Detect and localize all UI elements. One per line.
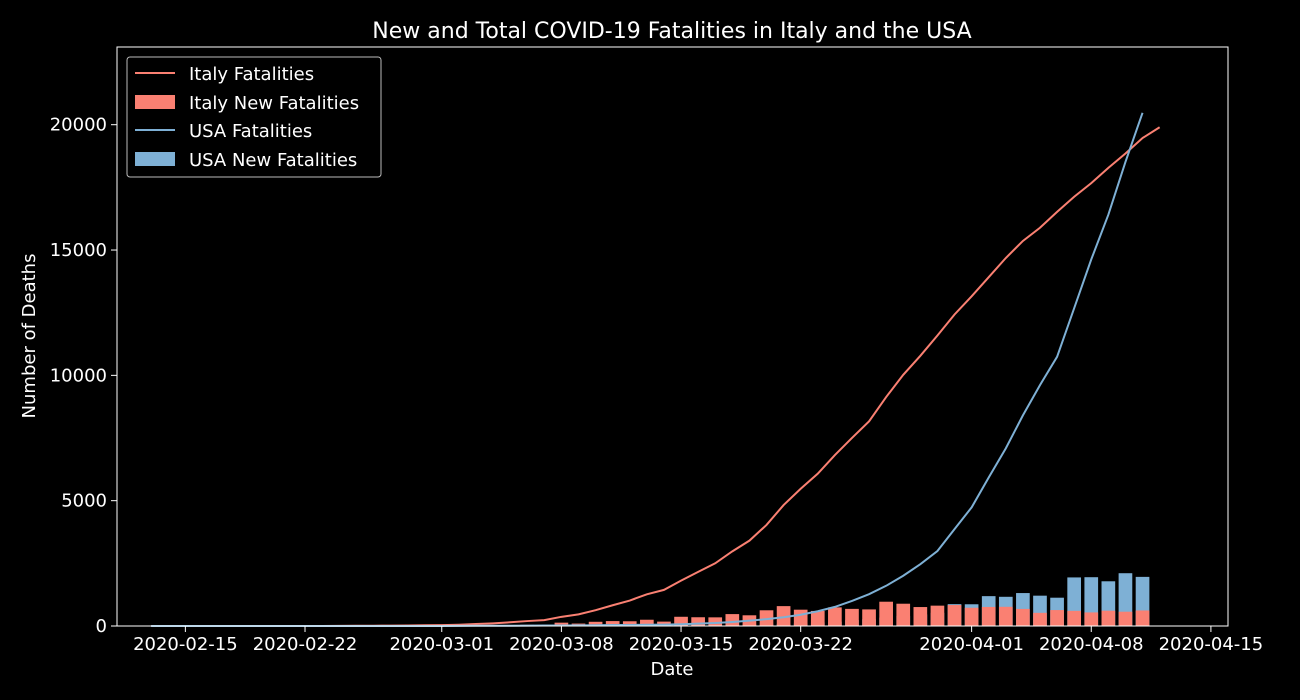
italy-new-fatalities-bar-2020-04-03: [998, 606, 1013, 626]
x-tick-label-2020-02-15: 2020-02-15: [133, 634, 238, 655]
italy-new-fatalities-bar-2020-03-31: [947, 605, 962, 626]
italy-new-fatalities-bar-2020-03-26: [862, 609, 876, 626]
italy-new-fatalities-bar-2020-04-10: [1118, 611, 1133, 626]
legend-label-italy-new-fatalities: Italy New Fatalities: [189, 93, 359, 114]
italy-new-fatalities-bar-2020-03-20: [759, 610, 774, 626]
italy-new-fatalities-bar-2020-03-18: [725, 614, 740, 626]
italy-new-fatalities-bar-2020-04-08: [1084, 612, 1099, 626]
y-tick-label-5000: 5000: [61, 491, 107, 512]
italy-new-fatalities-bar-2020-03-28: [896, 603, 911, 626]
legend-swatch-italy-bar: [135, 95, 175, 109]
italy-new-fatalities-bar-2020-03-13: [640, 619, 654, 626]
x-tick-label-2020-02-22: 2020-02-22: [253, 634, 358, 655]
italy-new-fatalities-bar-2020-03-24: [828, 607, 842, 626]
italy-new-fatalities-bar-2020-03-10: [588, 621, 603, 626]
bars-layer: [315, 573, 1150, 626]
italy-new-fatalities-bar-2020-03-22: [793, 609, 808, 626]
italy-new-fatalities-bar-2020-03-17: [708, 617, 723, 626]
y-tick-label-0: 0: [96, 616, 107, 637]
x-tick-label-2020-04-15: 2020-04-15: [1159, 634, 1264, 655]
italy-new-fatalities-bar-2020-03-08: [554, 622, 569, 626]
italy-new-fatalities-bar-2020-03-16: [691, 617, 705, 626]
y-tick-label-10000: 10000: [50, 365, 107, 386]
italy-new-fatalities-bar-2020-03-11: [605, 621, 620, 626]
italy-new-fatalities-bar-2020-03-12: [622, 621, 637, 626]
y-tick-label-20000: 20000: [50, 115, 107, 136]
legend-label-usa-new-fatalities: USA New Fatalities: [189, 150, 357, 171]
x-axis-label: Date: [650, 659, 693, 680]
legend-label-italy-fatalities: Italy Fatalities: [189, 64, 314, 85]
chart-title: New and Total COVID-19 Fatalities in Ita…: [372, 19, 971, 44]
legend-label-usa-fatalities: USA Fatalities: [189, 121, 312, 142]
legend: Italy Fatalities Italy New Fatalities US…: [126, 56, 382, 178]
italy-new-fatalities-bar-2020-03-21: [776, 606, 791, 626]
x-tick-label-2020-03-22: 2020-03-22: [748, 634, 853, 655]
italy-new-fatalities-bar-2020-03-27: [879, 601, 893, 626]
italy-new-fatalities-bar-2020-04-05: [1033, 612, 1047, 626]
y-axis-label: Number of Deaths: [19, 254, 40, 419]
italy-new-fatalities-bar-2020-03-15: [674, 616, 688, 626]
plot-frame: [116, 46, 1229, 627]
y-tick-label-15000: 15000: [50, 240, 107, 261]
italy-new-fatalities-bar-2020-04-04: [1016, 608, 1030, 626]
y-axis: 0 5000 10000 15000 20000: [50, 115, 117, 637]
italy-new-fatalities-bar-2020-03-30: [930, 605, 945, 626]
x-tick-label-2020-03-01: 2020-03-01: [389, 634, 494, 655]
legend-swatch-usa-bar: [135, 152, 175, 166]
italy-new-fatalities-bar-2020-03-25: [845, 608, 859, 626]
x-tick-label-2020-03-08: 2020-03-08: [509, 634, 614, 655]
italy-new-fatalities-bar-2020-04-07: [1067, 610, 1082, 626]
italy-new-fatalities-bar-2020-03-23: [810, 610, 825, 626]
x-tick-label-2020-03-15: 2020-03-15: [629, 634, 734, 655]
italy-new-fatalities-bar-2020-04-11: [1135, 610, 1150, 626]
x-tick-label-2020-04-01: 2020-04-01: [919, 634, 1024, 655]
x-axis: 2020-02-15 2020-02-22 2020-03-01 2020-03-08…: [133, 626, 1263, 655]
italy-new-fatalities-bar-2020-03-29: [913, 607, 928, 626]
italy-new-fatalities-bar-2020-04-01: [964, 607, 979, 626]
legend-frame: [126, 56, 382, 178]
italy-new-fatalities-bar-2020-04-09: [1101, 610, 1116, 626]
italy-new-fatalities-bar-2020-04-02: [981, 606, 996, 626]
x-tick-label-2020-04-08: 2020-04-08: [1039, 634, 1144, 655]
italy-new-fatalities-bar-2020-04-06: [1050, 610, 1064, 626]
